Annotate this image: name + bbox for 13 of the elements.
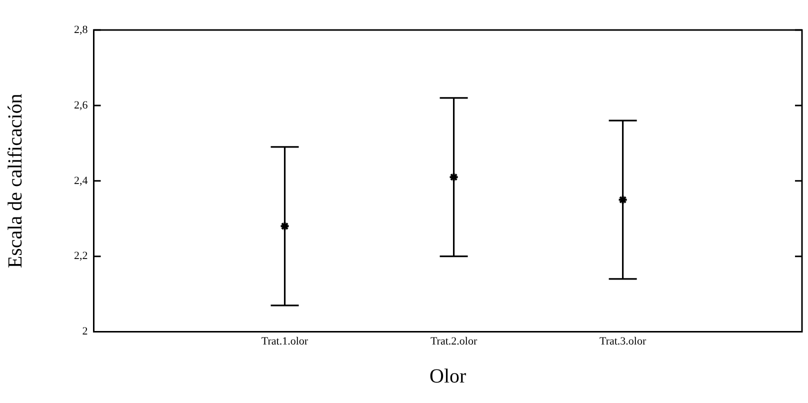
x-tick-label: Trat.2.olor <box>430 335 478 348</box>
point <box>618 194 628 205</box>
y-tick-label: 2,4 <box>74 174 88 187</box>
point <box>448 172 459 182</box>
x-tick-label: Trat.1.olor <box>261 335 308 348</box>
y-axis-title: Escala de calificación <box>4 94 26 268</box>
x-tick-label: Trat.3.olor <box>599 335 646 348</box>
y-tick-label: 2 <box>82 326 88 338</box>
y-tick-label: 2,8 <box>74 24 88 36</box>
y-tick-label: 2,2 <box>74 250 88 262</box>
x-axis-title: Olor <box>430 365 467 388</box>
point <box>280 221 290 232</box>
y-tick-label: 2,6 <box>74 99 88 112</box>
